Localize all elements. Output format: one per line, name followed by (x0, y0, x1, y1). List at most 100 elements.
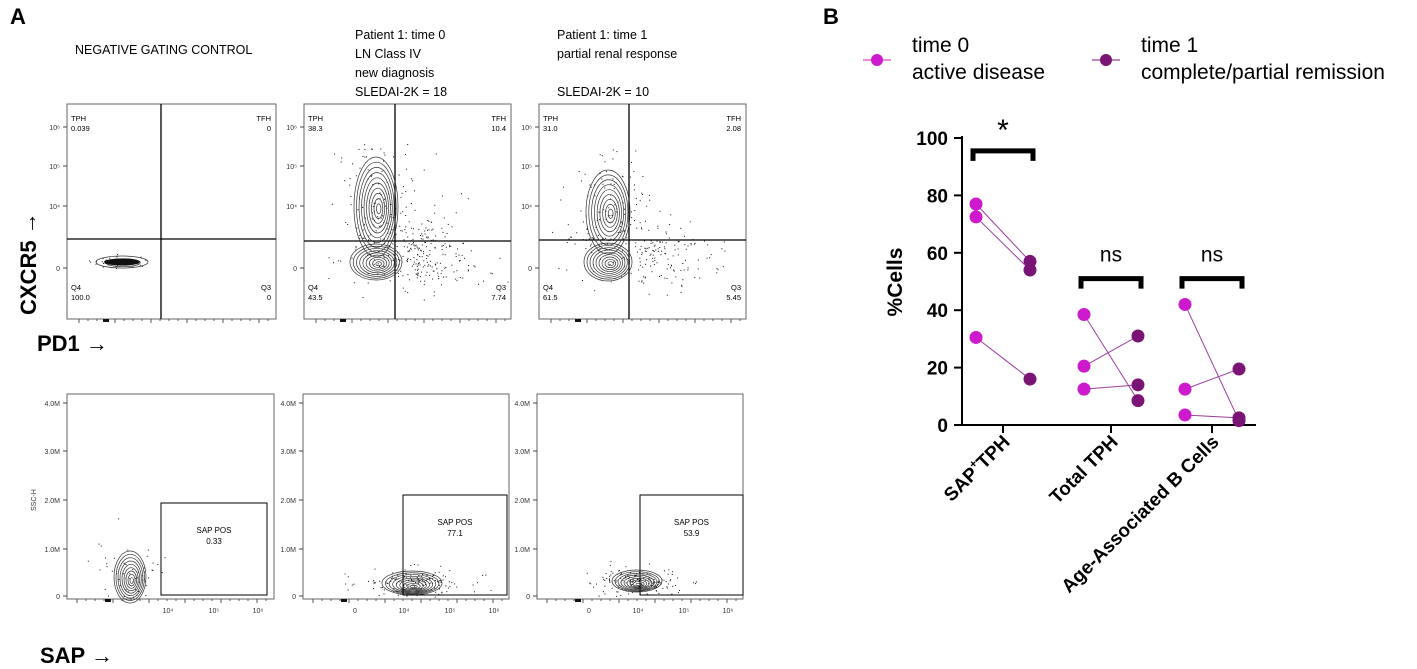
time1-point (1131, 378, 1145, 392)
event-dot (635, 197, 637, 199)
event-dot (430, 260, 432, 262)
contour-ring (115, 553, 145, 601)
event-dot (379, 265, 380, 267)
contour-ring (593, 184, 625, 242)
event-dot (145, 585, 147, 587)
event-dot (403, 246, 405, 248)
event-dot (658, 581, 659, 583)
event-dot (422, 235, 424, 237)
event-dot (396, 246, 398, 247)
event-dot (623, 230, 625, 231)
event-dot (135, 589, 137, 591)
event-dot (410, 259, 412, 261)
event-dot (670, 265, 672, 267)
event-dot (408, 585, 410, 587)
contour-ring (595, 251, 624, 274)
contour-ring (601, 256, 619, 271)
gate-label: SAP POS (674, 518, 709, 527)
event-dot (370, 254, 372, 255)
time0-point (969, 330, 983, 344)
event-dot (474, 591, 475, 593)
event-dot (625, 243, 627, 245)
event-dot (411, 178, 413, 180)
pair-connector (1184, 304, 1240, 421)
event-dot (401, 230, 403, 232)
event-dot (622, 250, 623, 252)
event-dot (660, 582, 662, 584)
event-dot (359, 167, 361, 169)
event-dot (456, 586, 458, 588)
event-dot (441, 245, 443, 247)
event-dot (344, 573, 346, 575)
contour-ring (376, 203, 382, 215)
y-tick-label: 3.0M (514, 449, 530, 456)
event-dot (647, 247, 649, 249)
event-dot (603, 578, 605, 580)
event-dot (380, 217, 382, 219)
paired-observation (1077, 308, 1145, 408)
event-dot (570, 236, 572, 238)
event-dot (695, 583, 696, 585)
contour-ring (589, 247, 628, 278)
event-dot (111, 570, 113, 572)
event-dot (630, 272, 632, 274)
event-dot (410, 247, 412, 249)
pair-connector (1184, 368, 1240, 390)
event-dot (407, 250, 409, 252)
event-dot (645, 276, 646, 278)
event-dot (385, 205, 387, 207)
event-dot (652, 582, 654, 584)
event-dot (669, 580, 671, 582)
event-dot (399, 260, 401, 261)
event-dot (421, 244, 423, 246)
pair-connector (1083, 335, 1139, 367)
event-dot (441, 284, 442, 286)
event-dot (612, 149, 614, 151)
event-dot (151, 569, 153, 571)
event-dot (675, 585, 676, 586)
contour-ring (127, 573, 136, 587)
contour-ring (365, 254, 390, 272)
legend-text: time 1 (1141, 34, 1198, 57)
event-dot (380, 148, 382, 150)
event-dot (560, 199, 562, 201)
contour-ring (356, 248, 398, 277)
event-dot (592, 237, 594, 239)
event-dot (445, 266, 447, 268)
event-dot (445, 585, 447, 587)
contour-ring (392, 575, 434, 593)
event-dot (596, 583, 597, 585)
event-dot (722, 266, 724, 268)
event-dot (612, 178, 614, 180)
event-dot (593, 586, 595, 588)
event-dot (685, 259, 686, 261)
event-dot (644, 247, 646, 249)
event-dot (404, 589, 406, 591)
event-dot (602, 209, 604, 210)
event-dot (605, 218, 607, 220)
contour-ring (592, 249, 626, 276)
event-dot (584, 173, 586, 175)
event-dot (362, 297, 364, 298)
event-dot (347, 224, 349, 225)
event-dot (568, 238, 570, 240)
event-dot (418, 263, 420, 264)
column-header-line: new diagnosis (355, 66, 434, 80)
event-dot (456, 270, 458, 272)
event-dot (392, 243, 394, 245)
event-dot (653, 587, 655, 589)
event-dot (663, 579, 665, 581)
event-dot (373, 263, 375, 265)
event-dot (674, 249, 676, 251)
event-dot (138, 590, 139, 592)
event-dot (639, 200, 641, 202)
event-dot (137, 263, 139, 265)
contour-ring (363, 177, 391, 239)
event-dot (670, 264, 672, 266)
event-dot (328, 257, 330, 259)
event-dot (467, 198, 469, 200)
event-dot (467, 270, 469, 272)
event-dot (607, 243, 609, 245)
event-dot (116, 268, 118, 270)
y-tick-label: 10⁶ (521, 125, 532, 132)
